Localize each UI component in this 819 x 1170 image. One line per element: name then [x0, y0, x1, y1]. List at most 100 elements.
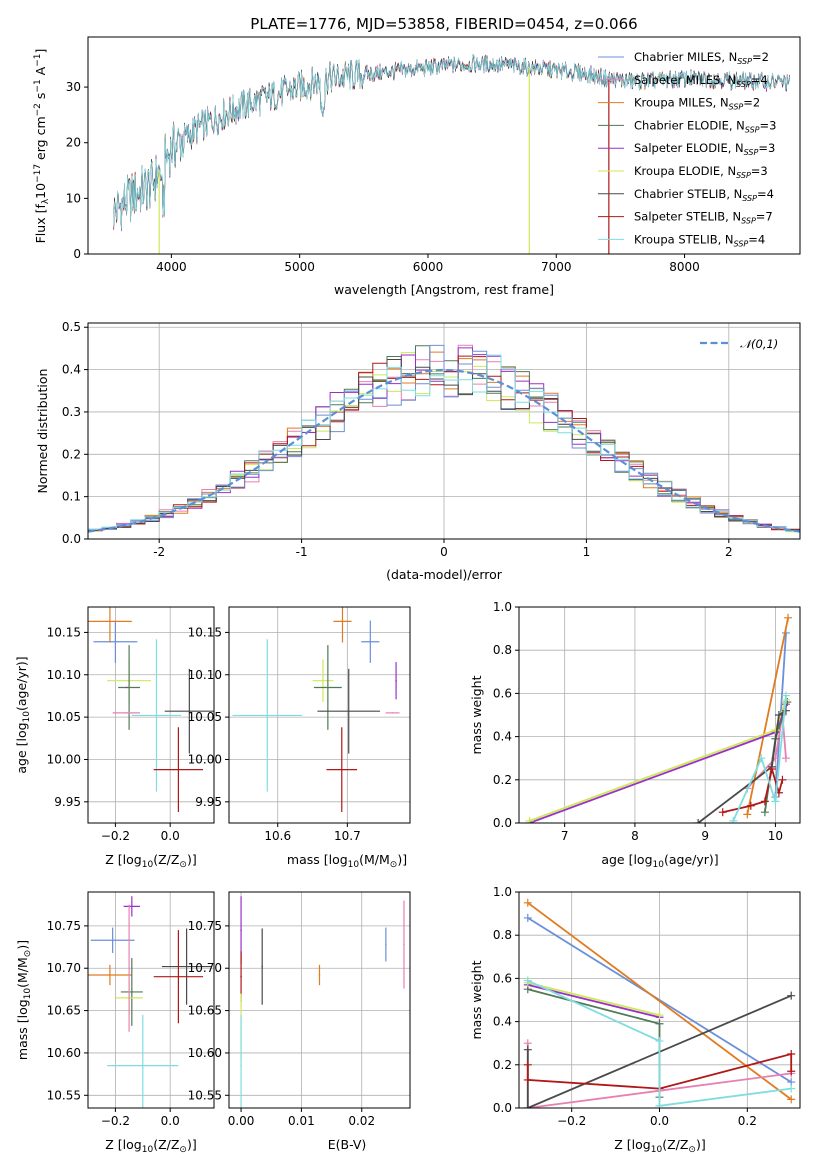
errorbar-point-salpeter_elodie	[131, 905, 133, 908]
weight-z-ylabel: mass weight	[469, 960, 484, 1039]
y-tick-label: 10.10	[188, 668, 222, 682]
y-tick-label: 10.65	[47, 1004, 81, 1018]
legend-label-chabrier_stelib: Chabrier STELIB, NSSP=4	[634, 187, 774, 203]
x-tick-label: 10	[768, 829, 783, 843]
y-tick-label: 10.65	[188, 1004, 222, 1018]
y-tick-label: 10.75	[47, 919, 81, 933]
errorbar-point-kroupa_miles	[341, 620, 344, 623]
errorbar-point-kroupa_miles	[109, 974, 111, 976]
errorbar-point-chabrier_elodie	[128, 686, 130, 689]
y-tick-label: 10.10	[47, 668, 81, 682]
y-tick-label: 9.95	[195, 795, 222, 809]
legend-label-salpeter_elodie: Salpeter ELODIE, NSSP=3	[634, 141, 775, 157]
weight-marker-kroupa_elodie	[655, 1011, 664, 1020]
x-tick-label: 0.0	[161, 1114, 180, 1128]
x-tick-label: 9	[701, 829, 709, 843]
x-tick-label: 8	[631, 829, 639, 843]
weight-marker-salpeter_stelib	[787, 1067, 796, 1076]
x-tick-label: 5000	[284, 260, 315, 274]
errorbar-point-chabrier_stelib	[261, 965, 263, 968]
ebv-xlabel: E(B-V)	[328, 1137, 367, 1152]
y-tick-label: 0	[73, 247, 81, 261]
normal-legend-label: 𝒩(0,1)	[740, 337, 778, 351]
weight-line-kroupa_stelib	[732, 695, 787, 822]
weight-marker-kroupa_elodie	[525, 816, 534, 823]
y-tick-label: 0.4	[493, 730, 512, 744]
x-tick-label: 0.2	[738, 1114, 757, 1128]
y-tick-label: 10.15	[188, 625, 222, 639]
histogram-kroupa_stelib	[88, 354, 800, 534]
axes-frame	[228, 891, 411, 1109]
errorbar-point-salpeter_miles	[125, 712, 128, 714]
weight-marker-chabrier_stelib	[523, 1045, 532, 1054]
spectrum-group	[113, 53, 790, 254]
y-tick-label: 10	[66, 191, 81, 205]
x-tick-label: 6000	[413, 260, 444, 274]
weight-marker-kroupa_stelib	[729, 816, 738, 823]
weight-marker-chabrier_stelib	[523, 1104, 532, 1108]
legend-label-chabrier_miles: Chabrier MILES, NSSP=2	[634, 50, 769, 66]
weight-marker-salpeter_stelib	[523, 1060, 532, 1069]
spectrum-line-kroupa_stelib	[113, 53, 790, 230]
weight-marker-chabrier_stelib	[694, 819, 703, 823]
y-tick-label: 0.4	[493, 1015, 512, 1029]
y-tick-label: 10.15	[47, 625, 81, 639]
weight-marker-salpeter_stelib	[778, 775, 787, 784]
legend-label-salpeter_stelib: Salpeter STELIB, NSSP=7	[634, 210, 773, 226]
weight-marker-salpeter_miles	[781, 754, 790, 763]
x-tick-label: 0.00	[228, 1114, 255, 1128]
y-tick-label: 10.05	[188, 710, 222, 724]
weight-marker-salpeter_stelib	[787, 1050, 796, 1058]
spectrum-title: PLATE=1776, MJD=53858, FIBERID=0454, z=0…	[250, 15, 637, 33]
y-tick-label: 0.2	[493, 1058, 512, 1072]
errorbar-point-chabrier_stelib	[347, 710, 350, 712]
y-tick-label: 10.75	[188, 919, 222, 933]
x-tick-label: −0.2	[101, 1114, 130, 1128]
errorbar-point-kroupa_miles	[318, 974, 321, 976]
weight-marker-kroupa_stelib	[787, 1084, 796, 1093]
errorbar-point-kroupa_stelib	[240, 1064, 242, 1067]
histogram-xlabel: (data-model)/error	[386, 567, 503, 582]
errorbar-point-chabrier_miles	[385, 943, 387, 946]
weight-marker-salpeter_stelib	[718, 808, 727, 817]
weight-marker-salpeter_stelib	[760, 797, 769, 806]
errorbar-point-kroupa_stelib	[141, 1064, 144, 1067]
weight-z-xlabel: Z [log10(Z/Z⊙)]	[614, 1137, 705, 1155]
weight-line-kroupa_miles	[746, 617, 789, 815]
weight-line-salpeter_miles	[746, 714, 787, 790]
weight-line-kroupa_stelib	[527, 979, 792, 1107]
errorbar-point-kroupa_stelib	[266, 714, 269, 717]
x-tick-label: 8000	[669, 260, 700, 274]
y-tick-label: 0.8	[493, 643, 512, 657]
y-tick-label: 0.6	[493, 686, 512, 700]
mass-z-xlabel: Z [log10(Z/Z⊙)]	[105, 1137, 196, 1155]
x-tick-label: 0	[440, 545, 448, 559]
errorbar-group	[88, 896, 212, 1108]
axes-frame	[87, 891, 215, 1109]
errorbar-point-kroupa_stelib	[155, 714, 158, 717]
y-tick-label: 10.55	[188, 1088, 222, 1102]
x-tick-label: 0.0	[161, 829, 180, 843]
weight-marker-kroupa_miles	[787, 1095, 796, 1104]
weight-marker-kroupa_miles	[784, 613, 793, 622]
axes-frame	[518, 606, 801, 824]
x-tick-label: 0.01	[288, 1114, 315, 1128]
x-tick-label: −0.2	[101, 829, 130, 843]
legend-label-kroupa_stelib: Kroupa STELIB, NSSP=4	[634, 232, 765, 248]
weight-age-ylabel: mass weight	[469, 675, 484, 754]
weight-marker-kroupa_miles	[523, 898, 532, 907]
x-tick-label: 10.7	[334, 829, 361, 843]
weight-marker-salpeter_stelib	[767, 765, 776, 773]
x-tick-label: 0.0	[650, 1114, 669, 1128]
y-tick-label: 30	[66, 80, 81, 94]
y-tick-label: 9.95	[54, 795, 81, 809]
x-tick-label: −0.2	[557, 1114, 586, 1128]
axes-frame	[87, 606, 215, 824]
errorbar-point-chabrier_miles	[111, 939, 114, 942]
y-tick-label: 20	[66, 136, 81, 150]
errorbar-point-chabrier_elodie	[131, 991, 133, 993]
y-tick-label: 0.0	[62, 532, 81, 546]
y-tick-label: 10.70	[188, 961, 222, 975]
age-z-ylabel: age [log10(age/yr)]	[14, 656, 32, 773]
